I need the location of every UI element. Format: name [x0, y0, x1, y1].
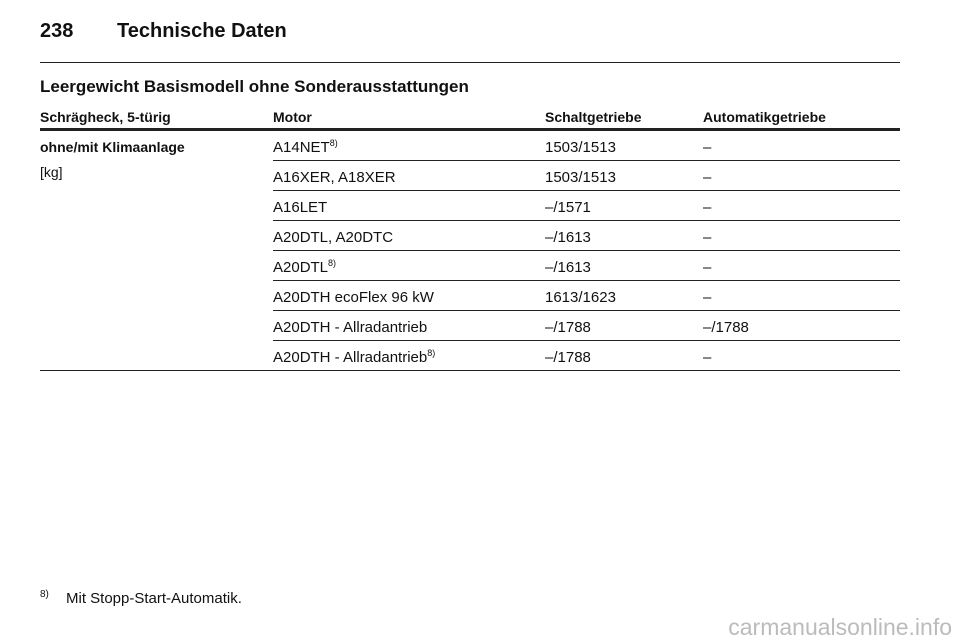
- automatic-cell: –: [703, 199, 712, 216]
- header-rule: [40, 128, 900, 131]
- manual-cell: –/1613: [545, 229, 591, 246]
- row-rule: [273, 310, 900, 311]
- row-rule: [273, 250, 900, 251]
- motor-cell: A20DTL8): [273, 258, 337, 277]
- row-rule: [40, 370, 900, 371]
- manual-cell: 1503/1513: [545, 139, 616, 156]
- motor-text: A14NET: [273, 139, 330, 156]
- motor-cell: A16LET: [273, 199, 327, 216]
- motor-text: A20DTH ecoFlex 96 kW: [273, 289, 434, 306]
- row-rule: [273, 220, 900, 221]
- motor-cell: A14NET8): [273, 138, 338, 157]
- section-title: Leergewicht Basismodell ohne Sonderausst…: [40, 77, 469, 96]
- footnote-ref: 8): [329, 138, 338, 148]
- footnote-mark: 8): [40, 589, 49, 600]
- motor-cell: A20DTL, A20DTC: [273, 229, 393, 246]
- column-header: Automatikgetriebe: [703, 109, 826, 125]
- footnote-text: Mit Stopp-Start-Automatik.: [66, 590, 242, 607]
- manual-cell: –/1613: [545, 259, 591, 276]
- motor-cell: A20DTH - Allradantrieb: [273, 319, 427, 336]
- manual-cell: 1613/1623: [545, 289, 616, 306]
- motor-text: A20DTL: [273, 259, 329, 276]
- motor-cell: A20DTH - Allradantrieb8): [273, 348, 436, 367]
- footnote-ref: 8): [427, 348, 436, 358]
- motor-text: A20DTH - Allradantrieb: [273, 349, 428, 366]
- page-title: Technische Daten: [117, 20, 287, 42]
- automatic-cell: –/1788: [703, 319, 749, 336]
- watermark: carmanualsonline.info: [728, 614, 952, 640]
- column-header: Schaltgetriebe: [545, 109, 642, 125]
- motor-text: A16XER, A18XER: [273, 169, 396, 186]
- manual-cell: –/1788: [545, 319, 591, 336]
- row-rule: [273, 160, 900, 161]
- column-header: Schrägheck, 5-türig: [40, 109, 171, 125]
- row-unit: [kg]: [40, 164, 63, 180]
- row-rule: [273, 340, 900, 341]
- motor-text: A20DTL, A20DTC: [273, 229, 394, 246]
- automatic-cell: –: [703, 229, 712, 246]
- automatic-cell: –: [703, 349, 712, 366]
- automatic-cell: –: [703, 139, 712, 156]
- motor-cell: A20DTH ecoFlex 96 kW: [273, 289, 434, 306]
- footnote-ref: 8): [328, 258, 337, 268]
- manual-cell: –/1788: [545, 349, 591, 366]
- automatic-cell: –: [703, 289, 712, 306]
- motor-text: A16LET: [273, 199, 328, 216]
- row-label: ohne/mit Klimaanlage: [40, 139, 185, 155]
- column-header: Motor: [273, 109, 312, 125]
- motor-cell: A16XER, A18XER: [273, 169, 396, 186]
- row-rule: [273, 190, 900, 191]
- manual-cell: 1503/1513: [545, 169, 616, 186]
- manual-cell: –/1571: [545, 199, 591, 216]
- row-rule: [273, 280, 900, 281]
- header-rule: [40, 62, 900, 63]
- page-number: 238: [40, 20, 74, 42]
- motor-text: A20DTH - Allradantrieb: [273, 319, 428, 336]
- automatic-cell: –: [703, 259, 712, 276]
- automatic-cell: –: [703, 169, 712, 186]
